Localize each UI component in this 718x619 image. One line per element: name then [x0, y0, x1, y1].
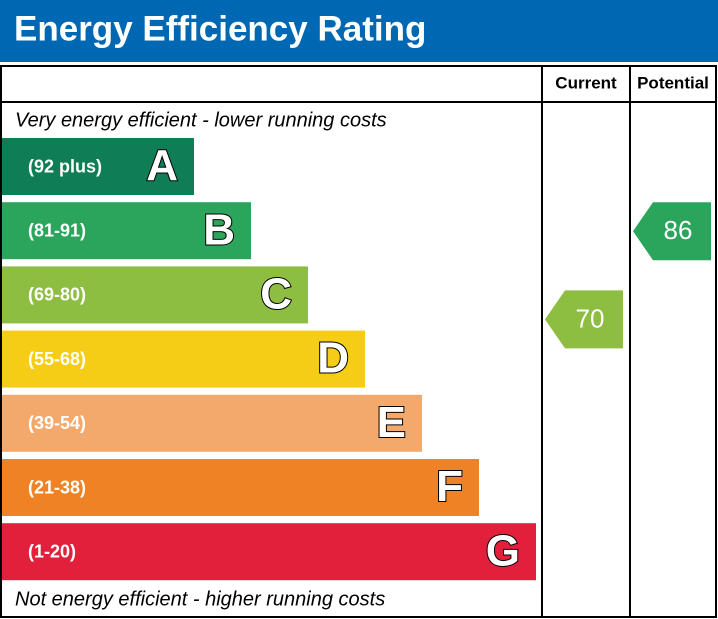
band-range: (1-20)	[28, 541, 76, 561]
band-range: (39-54)	[28, 413, 86, 433]
band-range: (21-38)	[28, 477, 86, 497]
header-potential: Potential	[637, 73, 709, 92]
band-range: (81-91)	[28, 220, 86, 240]
band-range: (92 plus)	[28, 156, 102, 176]
band-bar	[2, 266, 308, 324]
band-letter: G	[486, 526, 520, 575]
band-range: (69-80)	[28, 285, 86, 305]
potential-arrow	[633, 202, 711, 261]
title: Energy Efficiency Rating	[14, 9, 426, 48]
band-letter: A	[146, 141, 178, 190]
header-current: Current	[555, 73, 617, 92]
bottom-note: Not energy efficient - higher running co…	[15, 588, 385, 610]
band-bar	[2, 202, 251, 260]
band-letter: F	[436, 462, 463, 511]
band-letter: C	[260, 270, 292, 319]
band-bar	[2, 138, 194, 195]
band-bar	[2, 459, 479, 516]
current-value: 70	[576, 303, 605, 333]
band-letter: D	[317, 334, 349, 383]
potential-value: 86	[664, 215, 693, 245]
title-bar	[0, 0, 718, 62]
band-letter: E	[377, 398, 406, 447]
frame	[0, 65, 717, 618]
band-letter: B	[203, 205, 235, 254]
band-bar	[2, 330, 365, 388]
band-bar	[2, 394, 422, 452]
band-bar	[2, 523, 536, 581]
top-note: Very energy efficient - lower running co…	[15, 109, 387, 131]
current-arrow	[545, 290, 623, 349]
band-range: (55-68)	[28, 349, 86, 369]
